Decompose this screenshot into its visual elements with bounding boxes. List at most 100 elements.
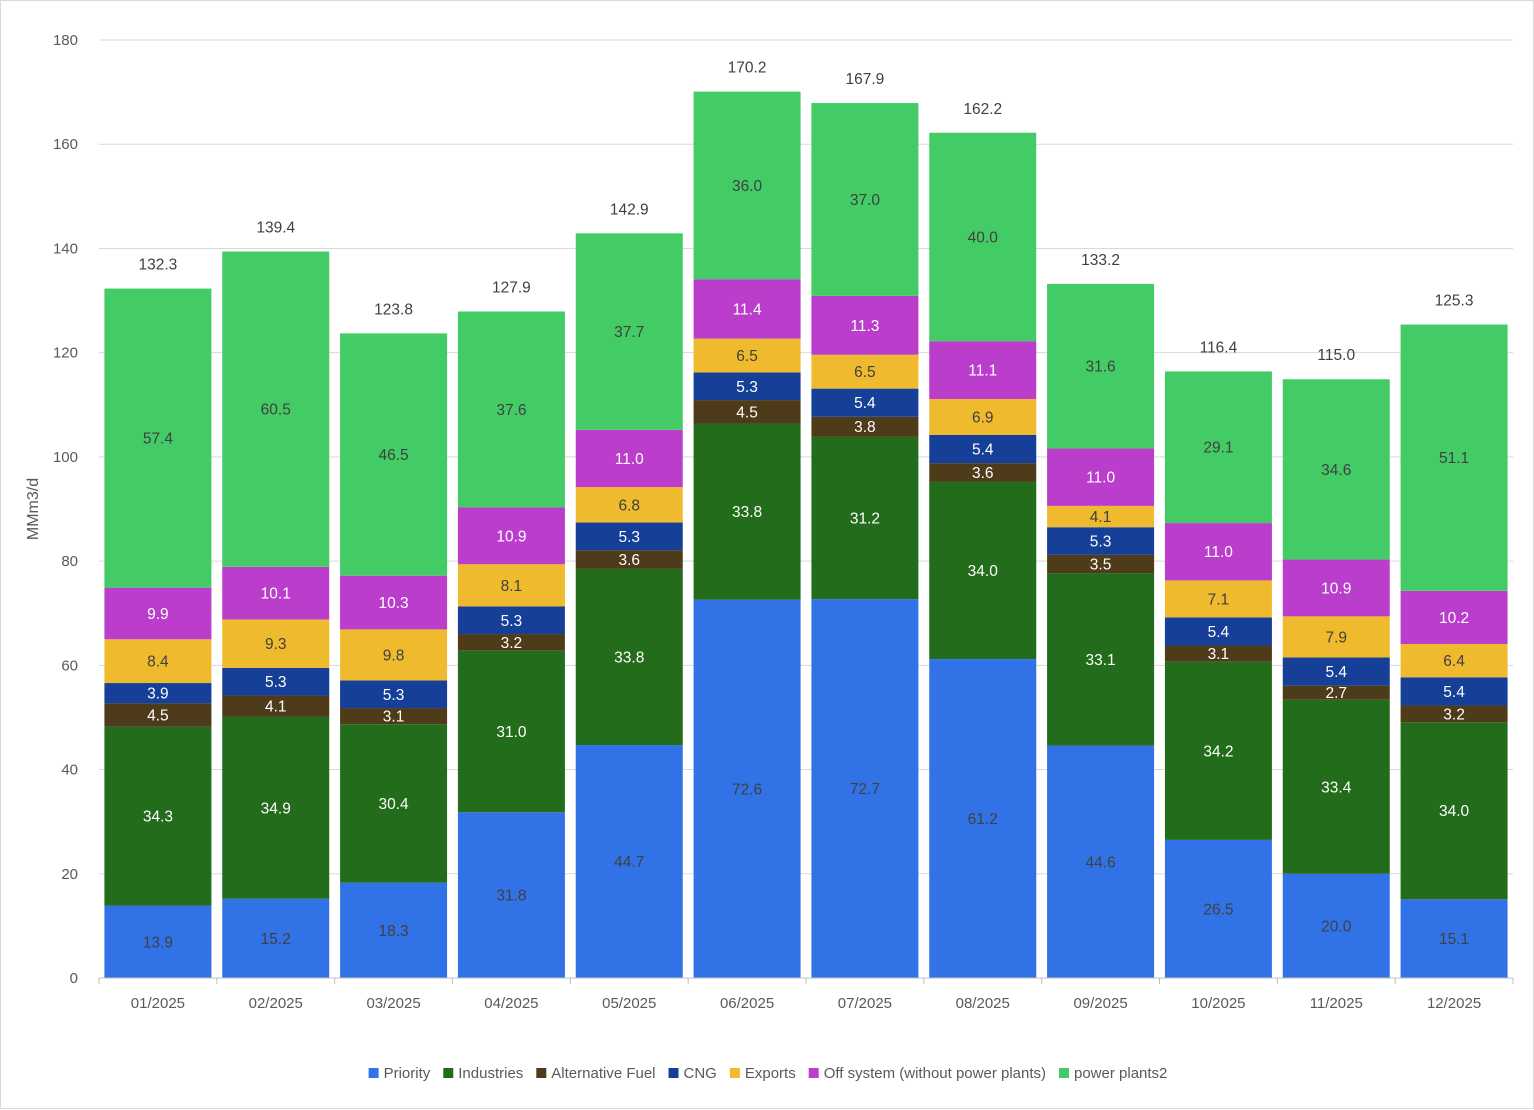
data-label: 3.1 bbox=[383, 709, 405, 726]
bar-segment-power-plants2 bbox=[340, 333, 448, 576]
legend-item: power plants2 bbox=[1059, 1065, 1167, 1082]
data-label: 37.7 bbox=[614, 324, 644, 341]
gridlines bbox=[99, 39, 1513, 875]
data-label: 6.5 bbox=[736, 348, 758, 365]
legend-swatch bbox=[443, 1068, 454, 1078]
x-tick-label: 11/2025 bbox=[1310, 995, 1363, 1012]
legend-item: Industries bbox=[443, 1065, 523, 1082]
data-label: 3.2 bbox=[1443, 706, 1465, 723]
data-label: 5.3 bbox=[1090, 534, 1112, 551]
bar-segment-alternative-fuel bbox=[575, 550, 683, 569]
data-label: 11.1 bbox=[968, 363, 997, 380]
data-label: 10.3 bbox=[378, 595, 408, 612]
legend-swatch bbox=[729, 1068, 740, 1078]
legend-swatch bbox=[808, 1068, 819, 1078]
x-tick-label: 05/2025 bbox=[602, 995, 656, 1012]
bar-segment-exports bbox=[104, 639, 212, 684]
data-label: 29.1 bbox=[1203, 440, 1233, 457]
bar-segment-off-system-without-power-plants bbox=[1047, 448, 1155, 506]
data-label: 13.9 bbox=[143, 934, 173, 951]
bar-segment-exports bbox=[929, 399, 1037, 436]
data-label: 4.5 bbox=[147, 708, 169, 725]
bar-segment-cng bbox=[457, 606, 565, 635]
bar-segment-off-system-without-power-plants bbox=[693, 279, 801, 339]
bar-segment-alternative-fuel bbox=[340, 708, 448, 725]
bar-segment-exports bbox=[457, 564, 565, 607]
bar-segment-power-plants2 bbox=[457, 311, 565, 508]
y-tick-label: 80 bbox=[61, 553, 78, 570]
data-labels: 13.9 34.3 4.5 3.9 8.4 9.9 57.4 15.2 34.9 4.1 5.3 9.… bbox=[143, 178, 1470, 951]
bars bbox=[104, 91, 1508, 978]
bar-segment-alternative-fuel bbox=[929, 463, 1037, 482]
data-label: 10.9 bbox=[1321, 580, 1351, 597]
bar-segment-exports bbox=[1164, 580, 1272, 618]
legend-item: CNG bbox=[668, 1065, 717, 1082]
bar-segment-exports bbox=[1047, 505, 1155, 528]
bar-segment-exports bbox=[811, 354, 919, 389]
bar-segment-exports bbox=[693, 338, 801, 373]
data-label: 31.8 bbox=[496, 888, 526, 905]
bar-segment-industries bbox=[340, 724, 448, 883]
data-label: 15.1 bbox=[1439, 931, 1469, 948]
legend-item: Exports bbox=[729, 1065, 796, 1082]
data-label: 4.5 bbox=[736, 404, 758, 421]
data-label: 5.4 bbox=[854, 395, 876, 412]
bar-segment-off-system-without-power-plants bbox=[1164, 523, 1272, 581]
bar-segment-alternative-fuel bbox=[222, 695, 330, 717]
data-label: 5.3 bbox=[736, 379, 758, 396]
legend-item: Priority bbox=[368, 1065, 431, 1082]
bar-segment-priority bbox=[1047, 745, 1155, 978]
data-label: 61.2 bbox=[968, 811, 998, 828]
legend-swatch bbox=[668, 1068, 679, 1078]
legend-swatch bbox=[1059, 1068, 1070, 1078]
bar-segment-off-system-without-power-plants bbox=[1400, 590, 1508, 644]
x-tick-label: 01/2025 bbox=[131, 995, 185, 1012]
data-label: 44.6 bbox=[1085, 854, 1115, 871]
total-label: 115.0 bbox=[1317, 347, 1355, 364]
bar-segment-alternative-fuel bbox=[1164, 645, 1272, 662]
total-label: 139.4 bbox=[256, 220, 295, 237]
total-label: 170.2 bbox=[728, 60, 767, 77]
bar-segment-alternative-fuel bbox=[457, 634, 565, 651]
x-tick-label: 09/2025 bbox=[1073, 995, 1127, 1012]
data-label: 3.6 bbox=[618, 552, 640, 569]
y-tick-label: 120 bbox=[53, 345, 78, 362]
legend-label: Priority bbox=[384, 1065, 431, 1082]
legend-label: power plants2 bbox=[1074, 1065, 1167, 1082]
data-label: 8.4 bbox=[147, 654, 169, 671]
legend-label: Exports bbox=[745, 1065, 796, 1082]
data-label: 26.5 bbox=[1203, 901, 1233, 918]
data-label: 3.2 bbox=[501, 635, 523, 652]
total-label: 132.3 bbox=[139, 257, 178, 274]
data-label: 72.6 bbox=[732, 781, 762, 798]
bar-segment-alternative-fuel bbox=[104, 703, 212, 727]
data-label: 18.3 bbox=[378, 923, 408, 940]
data-label: 34.0 bbox=[1439, 803, 1470, 820]
legend-label: Industries bbox=[458, 1065, 523, 1082]
bar-segment-cng bbox=[1047, 527, 1155, 555]
data-label: 34.9 bbox=[261, 800, 291, 817]
bar-segment-cng bbox=[1164, 617, 1272, 646]
data-label: 36.0 bbox=[732, 178, 763, 195]
bar-segment-power-plants2 bbox=[222, 251, 330, 567]
data-label: 4.1 bbox=[265, 699, 287, 716]
legend-label: Off system (without power plants) bbox=[824, 1065, 1046, 1082]
bar-segment-exports bbox=[340, 629, 448, 681]
data-label: 5.3 bbox=[618, 529, 640, 546]
x-tick-label: 10/2025 bbox=[1191, 995, 1245, 1012]
bar-segment-exports bbox=[575, 487, 683, 523]
x-tick-label: 04/2025 bbox=[484, 995, 538, 1012]
bar-segment-industries bbox=[1047, 573, 1155, 746]
y-axis-title: MMm3/d bbox=[25, 478, 42, 540]
data-label: 5.4 bbox=[972, 442, 994, 459]
data-label: 15.2 bbox=[261, 931, 291, 948]
bar-segment-industries bbox=[1164, 661, 1272, 840]
data-label: 5.4 bbox=[1443, 684, 1465, 701]
bar-segment-power-plants2 bbox=[1400, 324, 1508, 591]
data-label: 33.4 bbox=[1321, 779, 1352, 796]
data-label: 3.5 bbox=[1090, 556, 1112, 573]
data-label: 9.9 bbox=[147, 606, 169, 623]
bar-segment-industries bbox=[811, 436, 919, 600]
bar-segment-power-plants2 bbox=[1047, 283, 1155, 449]
